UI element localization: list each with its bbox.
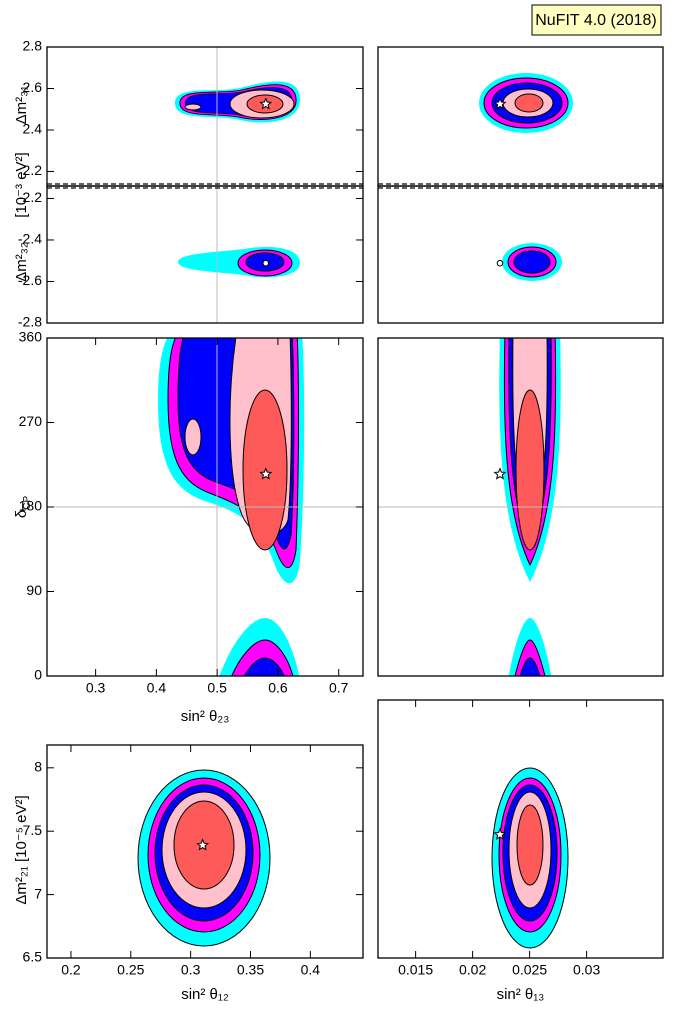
- y-tick-label: -2.4: [18, 231, 42, 247]
- y-tick-label: 360: [19, 329, 43, 345]
- y-tick-label: 90: [26, 582, 42, 598]
- x-axis-label: sin² θ₁₂: [181, 986, 229, 1003]
- contours: [175, 81, 300, 123]
- x-tick-label: 0.5: [207, 680, 227, 696]
- y-tick-label: 2.2: [23, 162, 43, 178]
- panel-frame: [377, 337, 664, 677]
- x-tick-label: 0.02: [459, 962, 486, 978]
- contours: [502, 243, 562, 281]
- panel-frame: [377, 699, 664, 959]
- x-tick-label: 0.35: [237, 962, 264, 978]
- x-axis-label: sin² θ₁₃: [497, 986, 545, 1003]
- panel-frame: [46, 185, 364, 324]
- x-tick-label: 0.4: [301, 962, 321, 978]
- x-tick-label: 0.7: [329, 680, 349, 696]
- y-tick-label: 6.5: [23, 949, 43, 965]
- panel-frame: [46, 744, 364, 959]
- contours: [491, 767, 569, 949]
- y-tick-label: 0: [34, 667, 42, 683]
- y-tick-label: -2.8: [18, 314, 42, 330]
- figure-title: NuFIT 4.0 (2018): [535, 12, 657, 29]
- y-tick-label: -2.2: [18, 189, 42, 205]
- contours: [158, 338, 305, 676]
- contours: [137, 769, 271, 947]
- best-fit-point: [496, 259, 504, 267]
- y-tick-label: 2.4: [23, 121, 43, 137]
- axis-break: [47, 183, 663, 189]
- best-fit-point: [196, 838, 210, 851]
- x-axis-label: sin² θ₂₃: [181, 708, 230, 725]
- x-tick-label: 0.25: [117, 962, 144, 978]
- panel-frame: [377, 185, 664, 324]
- x-tick-label: 0.015: [398, 962, 433, 978]
- y-tick-label: 2.6: [23, 79, 43, 95]
- best-fit-point: [262, 259, 270, 267]
- contours: [479, 73, 573, 133]
- x-tick-label: 0.025: [512, 962, 547, 978]
- contours: [178, 246, 300, 278]
- x-tick-label: 0.2: [61, 962, 81, 978]
- y-axis-label: δCP: [13, 496, 33, 519]
- title-box: [531, 4, 662, 36]
- x-tick-label: 0.4: [147, 680, 167, 696]
- best-fit-point: [493, 467, 507, 480]
- x-tick-label: 0.3: [86, 680, 106, 696]
- y-tick-label: 7: [34, 885, 42, 901]
- best-fit-point: [259, 467, 273, 480]
- y-tick-label: 8: [34, 759, 42, 775]
- y-axis-label: Δm²₃₂: [13, 242, 30, 282]
- y-tick-label: 7.5: [23, 822, 43, 838]
- y-axis-units: [10⁻³ eV²]: [13, 152, 30, 217]
- y-tick-label: 2.8: [23, 38, 43, 54]
- best-fit-point: [493, 827, 507, 841]
- x-tick-label: 0.6: [268, 680, 288, 696]
- best-fit-point: [259, 97, 273, 110]
- best-fit-point: [493, 97, 507, 110]
- x-tick-label: 0.03: [573, 962, 600, 978]
- y-tick-label: -2.6: [18, 272, 42, 288]
- y-axis-label-subscript: CP: [22, 496, 33, 510]
- x-tick-label: 0.3: [181, 962, 201, 978]
- contours: [499, 338, 561, 676]
- y-axis-label-symbol: δ: [13, 510, 30, 518]
- y-axis-label: Δm²₂₁ [10⁻⁵ eV²]: [13, 795, 30, 904]
- y-tick-label: 180: [19, 498, 43, 514]
- y-axis-label: Δm²₃₁: [13, 86, 30, 125]
- y-tick-label: 270: [19, 413, 43, 429]
